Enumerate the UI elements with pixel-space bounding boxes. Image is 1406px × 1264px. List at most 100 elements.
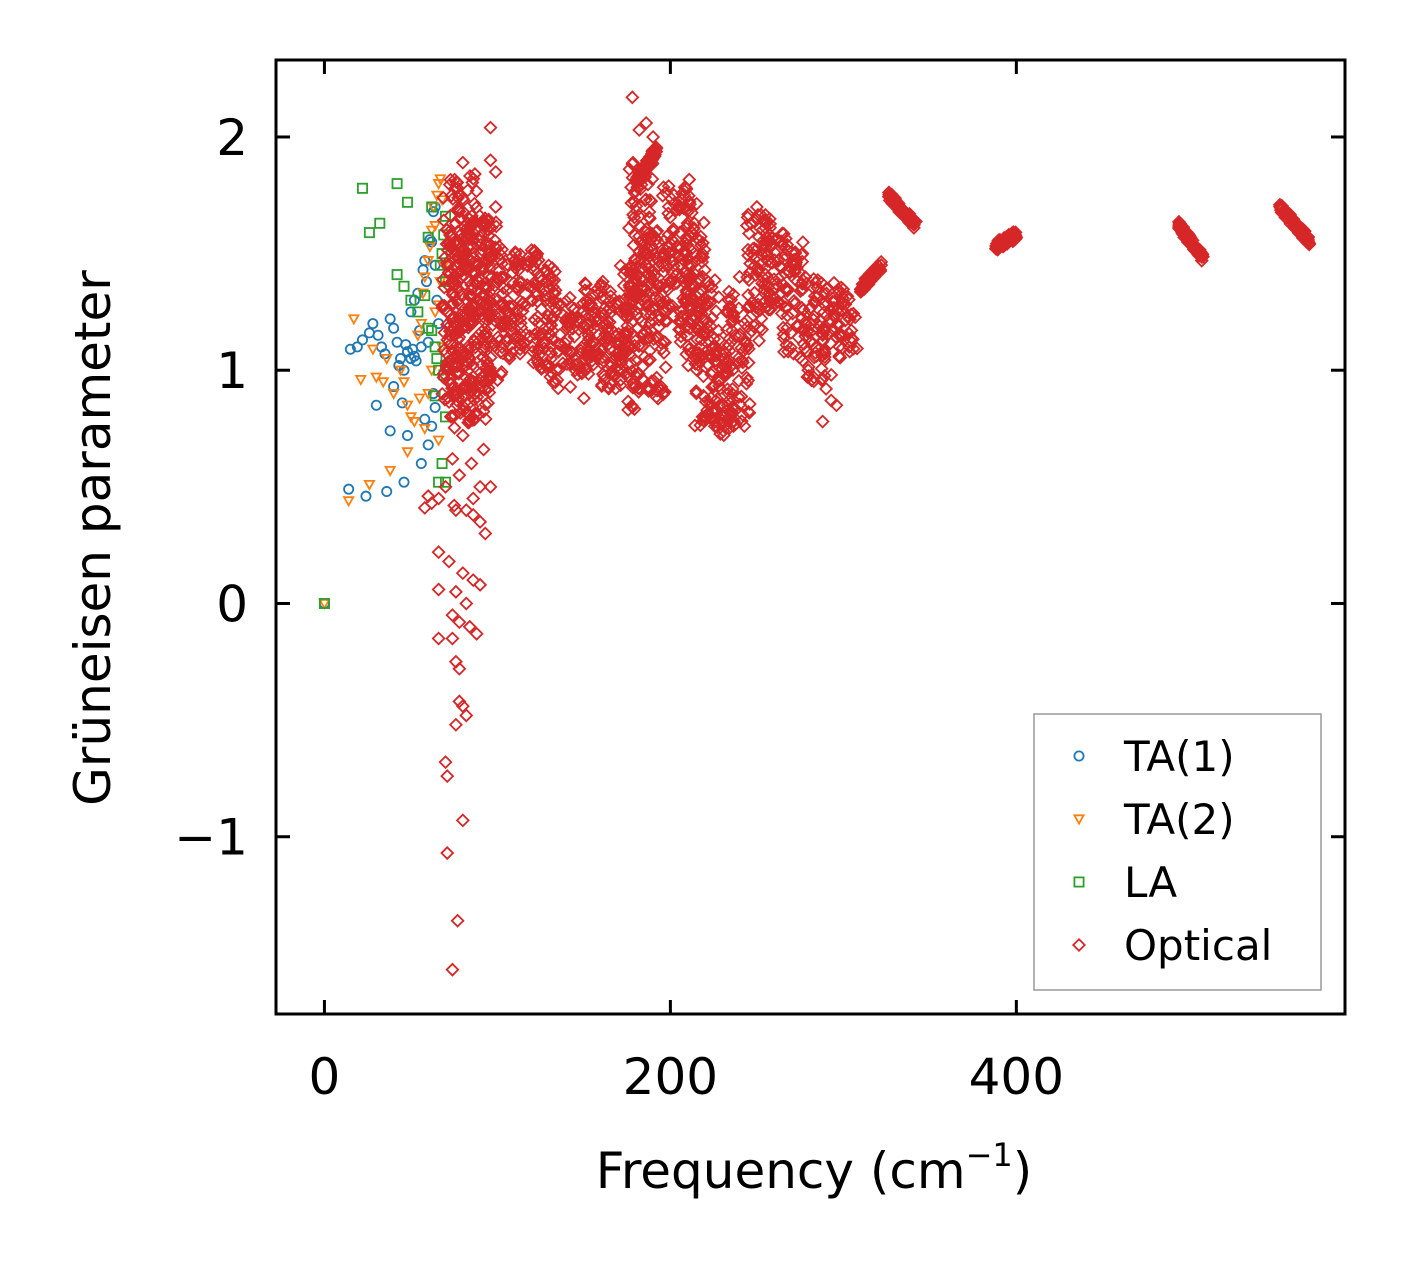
data-point [990,237,1005,252]
data-point [744,216,759,231]
data-point [1175,225,1190,240]
data-point [844,323,859,338]
data-point [622,280,637,295]
data-point [639,247,654,262]
data-point [681,188,696,203]
data-point [401,430,413,442]
data-point [821,315,836,330]
data-point [621,402,636,417]
data-point [491,273,506,288]
data-point [726,306,741,321]
data-point [646,228,661,244]
data-point [639,115,654,131]
legend-label: TA(1) [1123,732,1235,781]
data-point [515,304,530,319]
data-point [436,458,448,470]
data-point [440,476,452,488]
data-point [418,423,431,435]
data-point [626,207,641,222]
data-point [613,372,628,387]
data-point [689,386,704,401]
data-point [735,407,750,422]
data-point [455,699,470,714]
data-point [626,215,641,230]
data-point [508,253,523,268]
data-point [408,416,421,428]
data-point [1007,227,1022,242]
data-point [442,235,457,251]
data-point [819,381,834,396]
data-point [467,196,482,211]
data-point [661,199,676,214]
data-point [776,320,791,335]
data-point [655,188,670,203]
data-point [451,366,466,381]
data-point [639,156,654,171]
data-point [801,369,816,384]
data-point [696,369,711,384]
data-point [455,204,470,219]
data-point [779,337,794,352]
data-point [542,289,557,304]
data-point [543,317,558,332]
data-point [462,287,477,302]
data-point [576,391,591,406]
data-point [417,500,432,515]
data-point [481,364,496,379]
data-point [807,370,822,385]
data-point [363,479,376,491]
data-point [415,458,427,470]
data-point [681,358,696,373]
data-point [356,182,368,194]
data-point [455,380,470,395]
data-point [450,175,465,190]
data-point [426,325,438,337]
data-point [642,331,657,346]
data-point [473,479,488,494]
data-point [436,342,451,357]
data-point [398,280,410,292]
data-point [488,215,504,230]
data-point [785,258,800,273]
data-point [696,215,711,230]
data-point [458,222,473,237]
data-point [444,297,459,312]
data-point [734,389,749,404]
legend-marker [1072,814,1086,826]
data-point [497,313,512,328]
data-point [527,327,542,342]
data-point [429,402,441,414]
data-point [471,292,486,307]
data-point [763,302,778,317]
data-point [405,306,417,318]
data-point [384,425,396,437]
data-point [459,596,474,611]
data-point [725,381,740,397]
data-point [451,332,466,347]
data-point [391,178,403,190]
data-point [643,156,658,171]
data-point [457,380,472,395]
tick-labels: 0 200 400 −1 0 1 2 [174,109,1064,1106]
data-point [494,364,509,380]
data-point [762,227,777,242]
data-point [804,373,819,388]
data-point [787,296,802,311]
data-point [447,498,462,513]
data-point [478,326,493,341]
data-point [418,272,431,284]
data-point [709,353,724,368]
data-point [663,273,678,288]
legend-marker [1073,750,1085,762]
data-point [351,341,363,353]
data-point [616,364,631,379]
data-point [726,309,741,324]
data-point [848,310,863,325]
data-point [551,336,566,351]
data-point [422,231,434,243]
data-point [449,393,464,408]
data-point [701,293,716,308]
data-point [678,291,693,307]
data-point [445,608,460,623]
data-point [806,272,821,287]
